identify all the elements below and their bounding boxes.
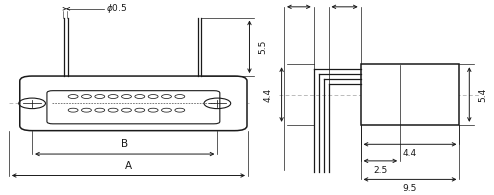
Text: 9.5: 9.5 xyxy=(403,184,417,193)
Bar xyxy=(361,64,459,125)
FancyBboxPatch shape xyxy=(20,76,247,131)
Text: 4.4: 4.4 xyxy=(264,88,273,102)
Text: 2.54: 2.54 xyxy=(289,0,309,2)
Text: 5.4: 5.4 xyxy=(478,87,487,102)
Text: 5.5: 5.5 xyxy=(258,40,267,54)
Text: 2.5: 2.5 xyxy=(373,166,387,175)
Text: B: B xyxy=(121,139,128,149)
Text: 2.54: 2.54 xyxy=(334,0,355,2)
FancyBboxPatch shape xyxy=(47,91,220,124)
Text: 4.4: 4.4 xyxy=(403,149,417,158)
Text: $\phi$0.5: $\phi$0.5 xyxy=(106,2,128,15)
Text: A: A xyxy=(125,161,132,171)
